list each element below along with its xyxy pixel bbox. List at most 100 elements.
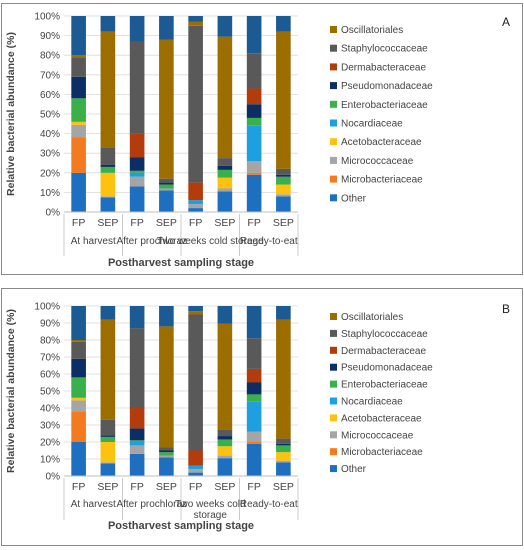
y-tick-label: 60% <box>40 90 60 101</box>
bar-segment <box>159 182 174 185</box>
legend-label: Microbacteriaceae <box>341 175 423 186</box>
x-tick-label: SEP <box>214 481 235 493</box>
bar-segment <box>276 194 291 197</box>
bar-segment <box>129 440 145 442</box>
bar-segment <box>159 452 174 456</box>
legend-label: Microbacteriaceae <box>341 447 423 458</box>
bar-segment <box>276 196 291 212</box>
y-tick-label: 10% <box>40 455 60 466</box>
legend-label: Micrococcaceae <box>341 156 414 167</box>
legend-swatch <box>330 175 337 183</box>
y-tick-label: 100% <box>34 302 60 313</box>
legend-swatch <box>330 313 337 320</box>
y-tick-label: 80% <box>40 51 60 62</box>
bar-segment <box>71 400 86 412</box>
bar-segment <box>159 326 174 448</box>
legend-swatch <box>330 44 337 52</box>
legend-label: Oscillatoriales <box>341 312 403 323</box>
bar-segment <box>217 169 233 178</box>
y-tick-label: 30% <box>40 421 60 432</box>
bar-segment <box>71 306 86 340</box>
bar-segment <box>276 174 291 177</box>
bar-segment <box>188 16 203 22</box>
legend-swatch <box>330 431 337 439</box>
legend-label: Dermabacteraceae <box>341 62 426 73</box>
bar-segment <box>129 176 145 187</box>
bar-segment <box>129 41 145 134</box>
bar-segment <box>71 98 86 122</box>
bar-segment <box>129 328 145 408</box>
legend-swatch <box>330 397 337 405</box>
x-tick-label: SEP <box>97 217 118 229</box>
bar-segment <box>246 401 262 432</box>
bar-segment <box>246 104 262 118</box>
y-tick-label: 50% <box>40 387 60 398</box>
group-label: Ready-to-eat <box>240 499 298 510</box>
y-tick-label: 10% <box>40 188 60 199</box>
bar-segment <box>246 368 262 383</box>
x-tick-label: FP <box>189 481 202 493</box>
bar-segment <box>129 408 145 429</box>
legend-label: Staphylococcaceae <box>341 44 428 55</box>
bar-segment <box>246 117 262 126</box>
bar-segment <box>246 431 262 442</box>
bar-segment <box>188 450 203 466</box>
y-tick-label: 40% <box>40 129 60 140</box>
bar-segment <box>217 36 233 159</box>
bar-segment <box>217 429 233 437</box>
bar-segment <box>217 446 233 456</box>
bar-segment <box>246 53 262 89</box>
bar-segment <box>129 16 145 42</box>
bar-segment <box>100 147 116 165</box>
legend-label: Enterobacteriaceae <box>341 380 428 391</box>
legend-label: Acetobacteraceae <box>341 413 422 424</box>
bar-segment <box>100 419 116 436</box>
y-tick-label: 0% <box>46 472 61 483</box>
bar-segment <box>129 133 145 158</box>
y-tick-label: 0% <box>46 208 61 219</box>
legend-label: Nocardiaceae <box>341 119 403 130</box>
bar-segment <box>100 197 116 212</box>
chart-panel-a: 0% 10% 20% 30% 40% 50% 60% 70% 80% 90% 100% FP SEP FP… <box>5 12 510 270</box>
x-tick-label: FP <box>72 217 85 229</box>
bar-segment <box>276 452 291 461</box>
panel-label: B <box>502 302 510 316</box>
x-tick-label: FP <box>247 481 260 493</box>
x-tick-label: SEP <box>273 217 294 229</box>
bar-segment <box>159 184 174 189</box>
y-axis-title: Relative bacterial abundance (%) <box>5 32 17 196</box>
bar-segment <box>246 125 262 162</box>
bar-segment <box>276 438 291 444</box>
y-tick-label: 90% <box>40 31 60 42</box>
bar-segment <box>188 21 203 26</box>
bar-segment <box>71 377 86 398</box>
bar-segment <box>100 462 116 464</box>
bar-segment <box>159 188 174 191</box>
bar-segment <box>276 445 291 453</box>
legend-swatch <box>330 119 337 127</box>
bar-segment <box>159 178 174 183</box>
bar-segment <box>246 338 262 369</box>
bar-segment <box>100 435 116 437</box>
bar-segment <box>100 31 116 148</box>
bar-segment <box>100 306 116 320</box>
bar-segment <box>129 172 145 177</box>
legend-swatch <box>330 63 337 71</box>
bar-segment <box>100 166 116 173</box>
bar-segment <box>159 16 174 40</box>
bar-segment <box>129 445 145 454</box>
legend-swatch <box>330 380 337 388</box>
legend-swatch <box>330 414 337 422</box>
x-tick-label: FP <box>72 481 85 493</box>
bar-segment <box>246 442 262 444</box>
legend-label: Nocardiaceae <box>341 397 403 408</box>
legend-label: Micrococcaceae <box>341 430 414 441</box>
x-tick-label: SEP <box>273 481 294 493</box>
bar-segment <box>71 411 86 442</box>
chart-panel-b: 0% 10% 20% 30% 40% 50% 60% 70% 80% 90% 100% FP SEP FP… <box>5 302 510 533</box>
bar-segment <box>100 319 116 420</box>
bar-segment <box>276 16 291 32</box>
y-tick-label: 30% <box>40 149 60 160</box>
